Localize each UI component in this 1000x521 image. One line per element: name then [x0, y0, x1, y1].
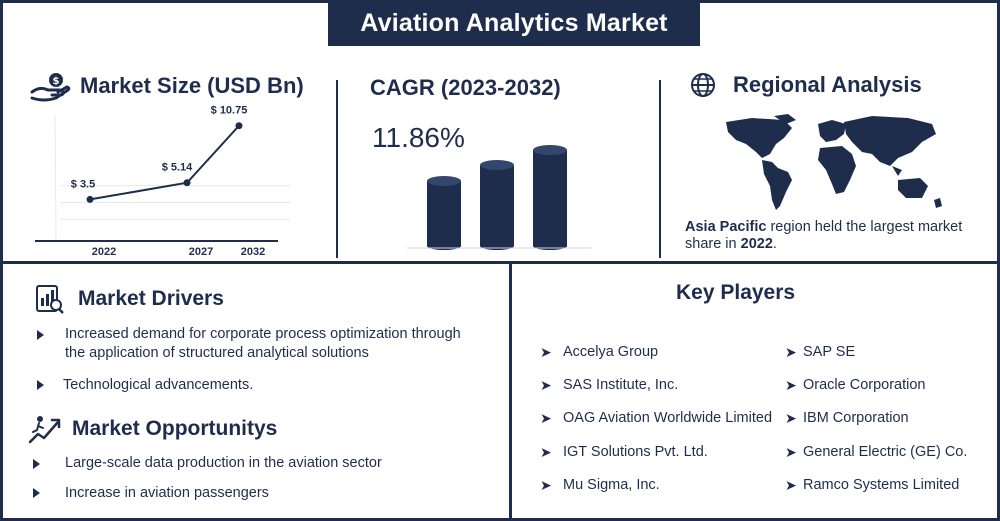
regional-summary: Asia Pacific region held the largest mar…	[685, 219, 985, 253]
player-right-3: IBM Corporation	[803, 410, 909, 426]
region-sentence: region held the largest market share in	[685, 219, 963, 252]
opportunity-bullet-1	[33, 459, 40, 469]
opportunity-bullet-2	[33, 488, 40, 498]
data-point-2027	[183, 179, 191, 187]
growth-runner-icon	[28, 414, 62, 449]
page-title: Aviation Analytics Market	[328, 0, 700, 46]
cagr-heading: CAGR (2023-2032)	[370, 75, 561, 100]
chevron-right-icon: ➤	[785, 444, 797, 460]
player-left-4: IGT Solutions Pvt. Ltd.	[563, 444, 708, 460]
data-point-2022	[86, 195, 94, 203]
driver-item-1-line-1: Increased demand for corporate process o…	[65, 326, 461, 342]
driver-item-2: Technological advancements.	[63, 377, 254, 393]
player-right-1: SAP SE	[803, 344, 856, 360]
opportunity-item-1: Large-scale data production in the aviat…	[65, 455, 382, 471]
money-hand-icon: $	[30, 72, 72, 107]
chevron-right-icon: ➤	[540, 344, 552, 360]
chevron-right-icon: ➤	[540, 444, 552, 460]
opportunity-item-2: Increase in aviation passengers	[65, 485, 269, 501]
x-tick-2022: 2022	[92, 246, 116, 258]
x-tick-2032: 2032	[241, 246, 265, 258]
data-point-2032	[235, 122, 243, 130]
analysis-document-icon	[34, 284, 64, 319]
y-axis-line	[54, 114, 57, 241]
chevron-right-icon: ➤	[785, 410, 797, 426]
chevron-right-icon: ➤	[785, 344, 797, 360]
player-right-5: Ramco Systems Limited	[803, 477, 960, 493]
divider-1	[336, 80, 338, 258]
chevron-right-icon: ➤	[540, 410, 552, 426]
svg-text:$: $	[53, 76, 60, 87]
divider-bottom	[509, 262, 512, 521]
cylinder-bars-graphic	[405, 140, 595, 255]
regional-heading: Regional Analysis	[733, 72, 922, 97]
player-left-3: OAG Aviation Worldwide Limited	[563, 410, 773, 426]
opportunities-heading: Market Opportunitys	[72, 417, 278, 440]
chevron-right-icon: ➤	[540, 477, 552, 493]
chevron-right-icon: ➤	[540, 377, 552, 393]
player-left-2: SAS Institute, Inc.	[563, 377, 679, 393]
region-name: Asia Pacific	[685, 219, 767, 235]
cagr-value: 11.86%	[372, 122, 465, 153]
data-label-2027: $ 5.14	[162, 162, 193, 174]
divider-horizontal	[0, 261, 1000, 264]
region-year: 2022	[740, 236, 773, 252]
world-map-graphic	[722, 114, 952, 219]
chevron-right-icon: ➤	[785, 477, 797, 493]
market-size-chart: $ 3.5 2022 $ 5.14 2027 $ 10.75 2032	[35, 105, 290, 258]
player-right-4: General Electric (GE) Co.	[803, 444, 968, 460]
player-left-1: Accelya Group	[563, 344, 659, 360]
driver-item-1-line-2: the application of structured analytical…	[65, 345, 369, 361]
data-label-2022: $ 3.5	[71, 178, 95, 190]
player-left-5: Mu Sigma, Inc.	[563, 477, 660, 493]
data-label-2032: $ 10.75	[211, 105, 248, 117]
driver-bullet-1	[37, 330, 44, 340]
region-sentence-end: .	[772, 236, 777, 252]
chevron-right-icon: ➤	[785, 377, 797, 393]
divider-2	[659, 80, 661, 258]
market-size-heading: Market Size (USD Bn)	[80, 73, 304, 98]
player-right-2: Oracle Corporation	[803, 377, 926, 393]
driver-bullet-2	[37, 380, 44, 390]
x-tick-2027: 2027	[189, 246, 213, 258]
drivers-heading: Market Drivers	[78, 287, 224, 310]
key-players-heading: Key Players	[676, 281, 796, 304]
globe-icon	[690, 72, 716, 103]
